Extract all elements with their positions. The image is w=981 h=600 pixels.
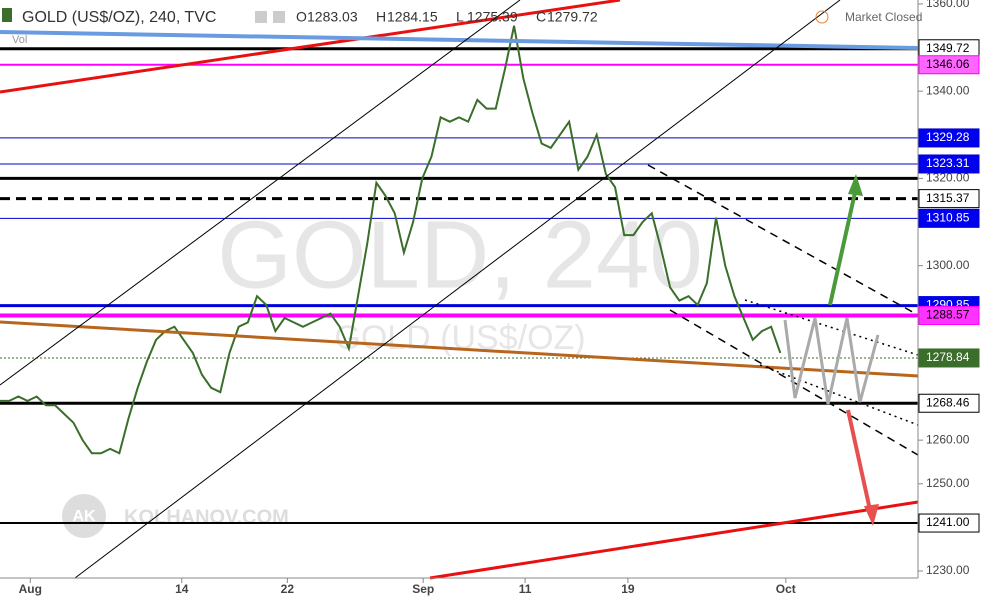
x-tick-label: 11 bbox=[519, 582, 532, 596]
ohlc-value: 1284.15 bbox=[387, 9, 438, 25]
projection bbox=[783, 317, 880, 405]
level-label: 1323.31 bbox=[926, 156, 970, 170]
channel-line bbox=[647, 164, 919, 316]
ohlc-value: 1283.03 bbox=[307, 9, 358, 25]
price-line bbox=[0, 25, 782, 455]
icon bbox=[255, 11, 267, 23]
watermark-big: GOLD, 240 bbox=[217, 201, 703, 308]
level-label: 1268.46 bbox=[926, 395, 970, 409]
arrow-head bbox=[864, 504, 879, 526]
level-label: 1346.06 bbox=[926, 57, 970, 71]
level-label-box bbox=[918, 208, 980, 228]
header: GOLD (US$/OZ), 240, TVC O 1283.03 H 1284.15… bbox=[2, 8, 922, 46]
icon bbox=[2, 8, 12, 22]
ohlc-key: H bbox=[376, 9, 386, 25]
level-label-box bbox=[918, 55, 980, 75]
y-tick-label: 1320.00 bbox=[926, 171, 970, 185]
logo-text: AK bbox=[72, 508, 96, 525]
vol-label: Vol bbox=[12, 34, 27, 46]
x-tick-label: Sep bbox=[412, 582, 434, 596]
watermark-small: GOLD (US$/OZ) bbox=[334, 319, 585, 357]
level-label-box bbox=[918, 154, 980, 174]
ohlc: O 1283.03 H 1284.15 L 1275.39 C 1279.72 bbox=[296, 9, 598, 25]
logo bbox=[62, 494, 106, 538]
y-tick-label: 1260.00 bbox=[926, 432, 970, 446]
ohlc-key: C bbox=[536, 9, 546, 25]
y-tick-label: 1340.00 bbox=[926, 83, 970, 97]
icon bbox=[273, 11, 285, 23]
ohlc-key: O bbox=[296, 9, 307, 25]
market-status: Market Closed bbox=[845, 10, 922, 24]
level-label-box bbox=[918, 348, 980, 368]
channel-line bbox=[744, 299, 919, 356]
trend-line bbox=[0, 0, 621, 94]
x-tick-label: 19 bbox=[621, 582, 635, 596]
trend-line bbox=[0, 30, 919, 50]
x-tick-label: 14 bbox=[175, 582, 189, 596]
arrow bbox=[846, 409, 872, 511]
y-tick-label: 1300.00 bbox=[926, 258, 970, 272]
plot bbox=[0, 25, 918, 525]
level-label-box bbox=[918, 513, 980, 533]
level-label: 1288.57 bbox=[926, 308, 970, 322]
axes: 1230.00 1250.00 1260.00 1300.00 1320.00 1340.… bbox=[19, 0, 980, 596]
symbol: GOLD (US$/OZ), 240, TVC bbox=[22, 9, 216, 26]
y-tick-label: 1360.00 bbox=[926, 0, 970, 10]
ohlc-value: 1275.39 bbox=[467, 9, 518, 25]
level-label-box bbox=[918, 393, 980, 413]
arrow-head bbox=[848, 174, 863, 196]
y-tick-label: 1230.00 bbox=[926, 563, 970, 577]
level-label: 1315.37 bbox=[926, 191, 970, 205]
ohlc-value: 1279.72 bbox=[547, 9, 598, 25]
level-label: 1278.84 bbox=[926, 350, 970, 364]
level-label: 1241.00 bbox=[926, 515, 970, 529]
level-label-box bbox=[918, 306, 980, 326]
channel-line bbox=[0, 0, 521, 386]
status-icon bbox=[815, 10, 829, 24]
arrow bbox=[828, 187, 858, 306]
level-label: 1349.72 bbox=[926, 41, 970, 55]
x-tick-label: 22 bbox=[281, 582, 295, 596]
trend-line bbox=[429, 500, 919, 580]
trend-lines bbox=[0, 0, 919, 580]
brand: KOLHANOV.COM bbox=[124, 506, 289, 528]
level-label: 1329.28 bbox=[926, 130, 970, 144]
level-label-box bbox=[918, 189, 980, 209]
x-tick-label: Aug bbox=[19, 582, 42, 596]
level-label: 1310.85 bbox=[926, 211, 970, 225]
y-tick-label: 1250.00 bbox=[926, 476, 970, 490]
level-label-box bbox=[918, 128, 980, 148]
x-tick-label: Oct bbox=[776, 582, 796, 596]
trend-line bbox=[0, 320, 919, 378]
channel-line bbox=[759, 364, 919, 426]
channel-line bbox=[74, 0, 841, 579]
ohlc-key: L bbox=[456, 9, 464, 25]
